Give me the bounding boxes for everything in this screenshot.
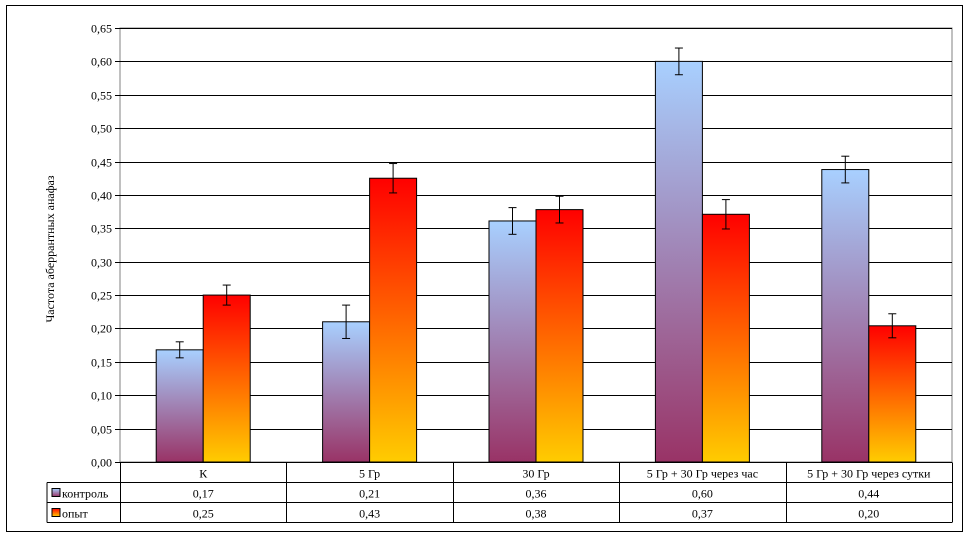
table-value: 0,60 [692,487,713,501]
table-value: 0,43 [359,507,380,521]
error-bar [508,207,517,235]
category-label: 30 Гр [522,467,549,481]
y-tick-label: 0,05 [91,423,112,437]
bar-опыт-4 [868,325,917,463]
category-label: 5 Гр [359,467,380,481]
bar-chart: 0,00 0,05 0,10 0,15 0,20 0,25 0,30 0,35 0,40 0,45… [43,22,953,523]
table-value: 0,37 [692,507,713,521]
y-tick-label: 0,15 [91,356,112,370]
bar-контроль-4 [821,169,870,463]
bar-контроль-2 [488,220,537,463]
error-bar [222,284,231,306]
y-tick-label: 0,25 [91,289,112,303]
y-tick-label: 0,55 [91,89,112,103]
y-tick-label: 0,20 [91,322,112,336]
y-tick-label: 0,00 [91,456,112,470]
y-tick-label: 0,50 [91,122,112,136]
legend-label: контроль [62,487,109,501]
y-tick-label: 0,40 [91,189,112,203]
error-bar [674,47,683,76]
bar-контроль-3 [654,60,703,463]
y-tick-label: 0,65 [91,22,112,36]
category-label: 5 Гр + 30 Гр через час [647,467,758,481]
y-tick-label: 0,10 [91,389,112,403]
legend-swatch-опыт [51,508,61,517]
bar-контроль-1 [322,321,371,463]
y-tick-label: 0,35 [91,222,112,236]
table-value: 0,38 [526,507,547,521]
chart-frame: 0,00 0,05 0,10 0,15 0,20 0,25 0,30 0,35 0,40 0,45… [6,5,963,532]
bar-опыт-0 [202,294,251,463]
table-value: 0,21 [359,487,380,501]
y-axis-label: Частота аберрантных анафаз [43,175,57,322]
bar-опыт-1 [369,177,418,463]
table-value: 0,25 [193,507,214,521]
bar-опыт-2 [535,209,584,463]
error-bar [389,163,398,194]
category-label: К [199,467,208,481]
bar-опыт-3 [701,213,750,463]
y-tick-label: 0,30 [91,256,112,270]
y-tick-label: 0,45 [91,156,112,170]
y-tick-label: 0,60 [91,55,112,69]
error-bar [841,155,850,184]
error-bar [555,195,564,224]
error-bar [175,341,184,359]
table-value: 0,36 [526,487,547,501]
legend-label: опыт [62,507,88,521]
bar-контроль-0 [155,349,204,463]
table-value: 0,44 [858,487,879,501]
category-label: 5 Гр + 30 Гр через сутки [807,467,931,481]
table-value: 0,17 [193,487,214,501]
table-value: 0,20 [858,507,879,521]
error-bar [342,304,351,339]
error-bar [721,199,730,230]
error-bar [888,313,897,339]
legend-swatch-контроль [51,488,61,497]
